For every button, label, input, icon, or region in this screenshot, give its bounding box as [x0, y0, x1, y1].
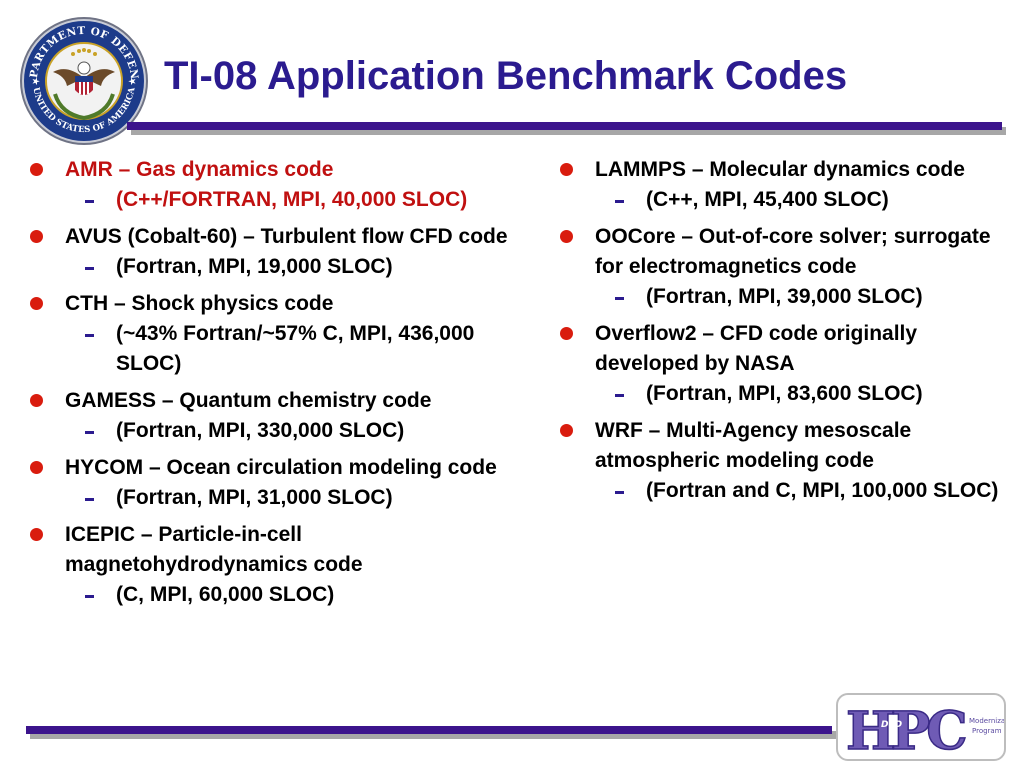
sub-bullet-item: (Fortran, MPI, 39,000 SLOC) — [595, 282, 1010, 312]
sub-bullet-item: (C++, MPI, 45,400 SLOC) — [595, 185, 1010, 215]
sub-bullet-item: (Fortran, MPI, 19,000 SLOC) — [65, 252, 520, 282]
dash-icon — [85, 200, 94, 203]
footer-rule-shadow — [30, 731, 836, 739]
sub-bullet-text: (Fortran, MPI, 31,000 SLOC) — [116, 486, 393, 509]
dash-icon — [85, 334, 94, 337]
svg-text:DoD: DoD — [881, 720, 903, 730]
sub-bullet-item: (Fortran and C, MPI, 100,000 SLOC) — [595, 476, 1010, 506]
hpc-modernization-logo: HPC DoD Modernization Program — [836, 693, 1019, 763]
bullet-item: AVUS (Cobalt-60) – Turbulent flow CFD co… — [30, 222, 520, 282]
svg-text:Modernization: Modernization — [969, 717, 1004, 725]
sub-bullet-text: (C, MPI, 60,000 SLOC) — [116, 583, 335, 606]
slide-title: TI-08 Application Benchmark Codes — [164, 54, 848, 98]
title-rule-shadow — [131, 127, 1006, 135]
sub-bullet-text: (C++, MPI, 45,400 SLOC) — [646, 188, 889, 211]
left-bullet-column: AMR – Gas dynamics code (C++/FORTRAN, MPI… — [30, 155, 520, 617]
bullet-icon — [560, 230, 573, 243]
sub-bullet-item: (C, MPI, 60,000 SLOC) — [65, 580, 520, 610]
footer-rule — [26, 726, 832, 734]
sub-bullet-text: (Fortran, MPI, 39,000 SLOC) — [646, 285, 923, 308]
bullet-item: Overflow2 – CFD code originally develope… — [560, 319, 1010, 409]
bullet-text: HYCOM – Ocean circulation modeling code — [65, 456, 497, 479]
right-bullet-column: LAMMPS – Molecular dynamics code (C++, MP… — [560, 155, 1010, 513]
bullet-text: Overflow2 – CFD code originally develope… — [595, 322, 918, 375]
sub-bullet-item: (Fortran, MPI, 83,600 SLOC) — [595, 379, 1010, 409]
bullet-icon — [30, 461, 43, 474]
dod-seal-logo: DEPARTMENT OF DEFENSE ★ UNITED STATES OF… — [19, 16, 148, 145]
bullet-item: AMR – Gas dynamics code (C++/FORTRAN, MPI… — [30, 155, 520, 215]
bullet-item: HYCOM – Ocean circulation modeling code (… — [30, 453, 520, 513]
bullet-icon — [30, 394, 43, 407]
sub-bullet-item: (Fortran, MPI, 330,000 SLOC) — [65, 416, 520, 446]
svg-text:HPC: HPC — [846, 701, 965, 759]
bullet-text: GAMESS – Quantum chemistry code — [65, 389, 432, 412]
dash-icon — [615, 394, 624, 397]
bullet-item: ICEPIC – Particle-in-cell magnetohydrody… — [30, 520, 520, 610]
bullet-icon — [30, 163, 43, 176]
svg-text:Program: Program — [972, 727, 1002, 735]
bullet-icon — [30, 297, 43, 310]
sub-bullet-item: (C++/FORTRAN, MPI, 40,000 SLOC) — [65, 185, 520, 215]
sub-bullet-text: (Fortran, MPI, 19,000 SLOC) — [116, 255, 393, 278]
bullet-icon — [560, 424, 573, 437]
dash-icon — [615, 297, 624, 300]
sub-bullet-text: (Fortran, MPI, 83,600 SLOC) — [646, 382, 923, 405]
bullet-text: AVUS (Cobalt-60) – Turbulent flow CFD co… — [65, 225, 508, 248]
bullet-icon — [560, 327, 573, 340]
bullet-text: ICEPIC – Particle-in-cell magnetohydrody… — [65, 523, 363, 576]
dash-icon — [85, 431, 94, 434]
dash-icon — [85, 267, 94, 270]
sub-bullet-text: (Fortran, MPI, 330,000 SLOC) — [116, 419, 405, 442]
hpc-logo-mark: HPC DoD Modernization Program — [845, 700, 1018, 763]
bullet-item: WRF – Multi-Agency mesoscale atmospheric… — [560, 416, 1010, 506]
bullet-item: OOCore – Out-of-core solver; surrogate f… — [560, 222, 1010, 312]
bullet-item: LAMMPS – Molecular dynamics code (C++, MP… — [560, 155, 1010, 215]
bullet-text: OOCore – Out-of-core solver; surrogate f… — [595, 225, 991, 278]
sub-bullet-item: (~43% Fortran/~57% C, MPI, 436,000 SLOC) — [65, 319, 520, 379]
bullet-text: AMR – Gas dynamics code — [65, 158, 334, 181]
sub-bullet-text: (~43% Fortran/~57% C, MPI, 436,000 SLOC) — [116, 322, 475, 375]
bullet-text: CTH – Shock physics code — [65, 292, 334, 315]
bullet-icon — [30, 528, 43, 541]
bullet-text: LAMMPS – Molecular dynamics code — [595, 158, 965, 181]
sub-bullet-item: (Fortran, MPI, 31,000 SLOC) — [65, 483, 520, 513]
bullet-text: WRF – Multi-Agency mesoscale atmospheric… — [595, 419, 912, 472]
dash-icon — [615, 491, 624, 494]
bullet-item: GAMESS – Quantum chemistry code (Fortran,… — [30, 386, 520, 446]
dash-icon — [85, 595, 94, 598]
sub-bullet-text: (C++/FORTRAN, MPI, 40,000 SLOC) — [116, 188, 468, 211]
title-rule — [127, 122, 1002, 130]
sub-bullet-text: (Fortran and C, MPI, 100,000 SLOC) — [646, 479, 999, 502]
bullet-icon — [560, 163, 573, 176]
dash-icon — [615, 200, 624, 203]
dash-icon — [85, 498, 94, 501]
bullet-item: CTH – Shock physics code (~43% Fortran/~5… — [30, 289, 520, 379]
bullet-icon — [30, 230, 43, 243]
